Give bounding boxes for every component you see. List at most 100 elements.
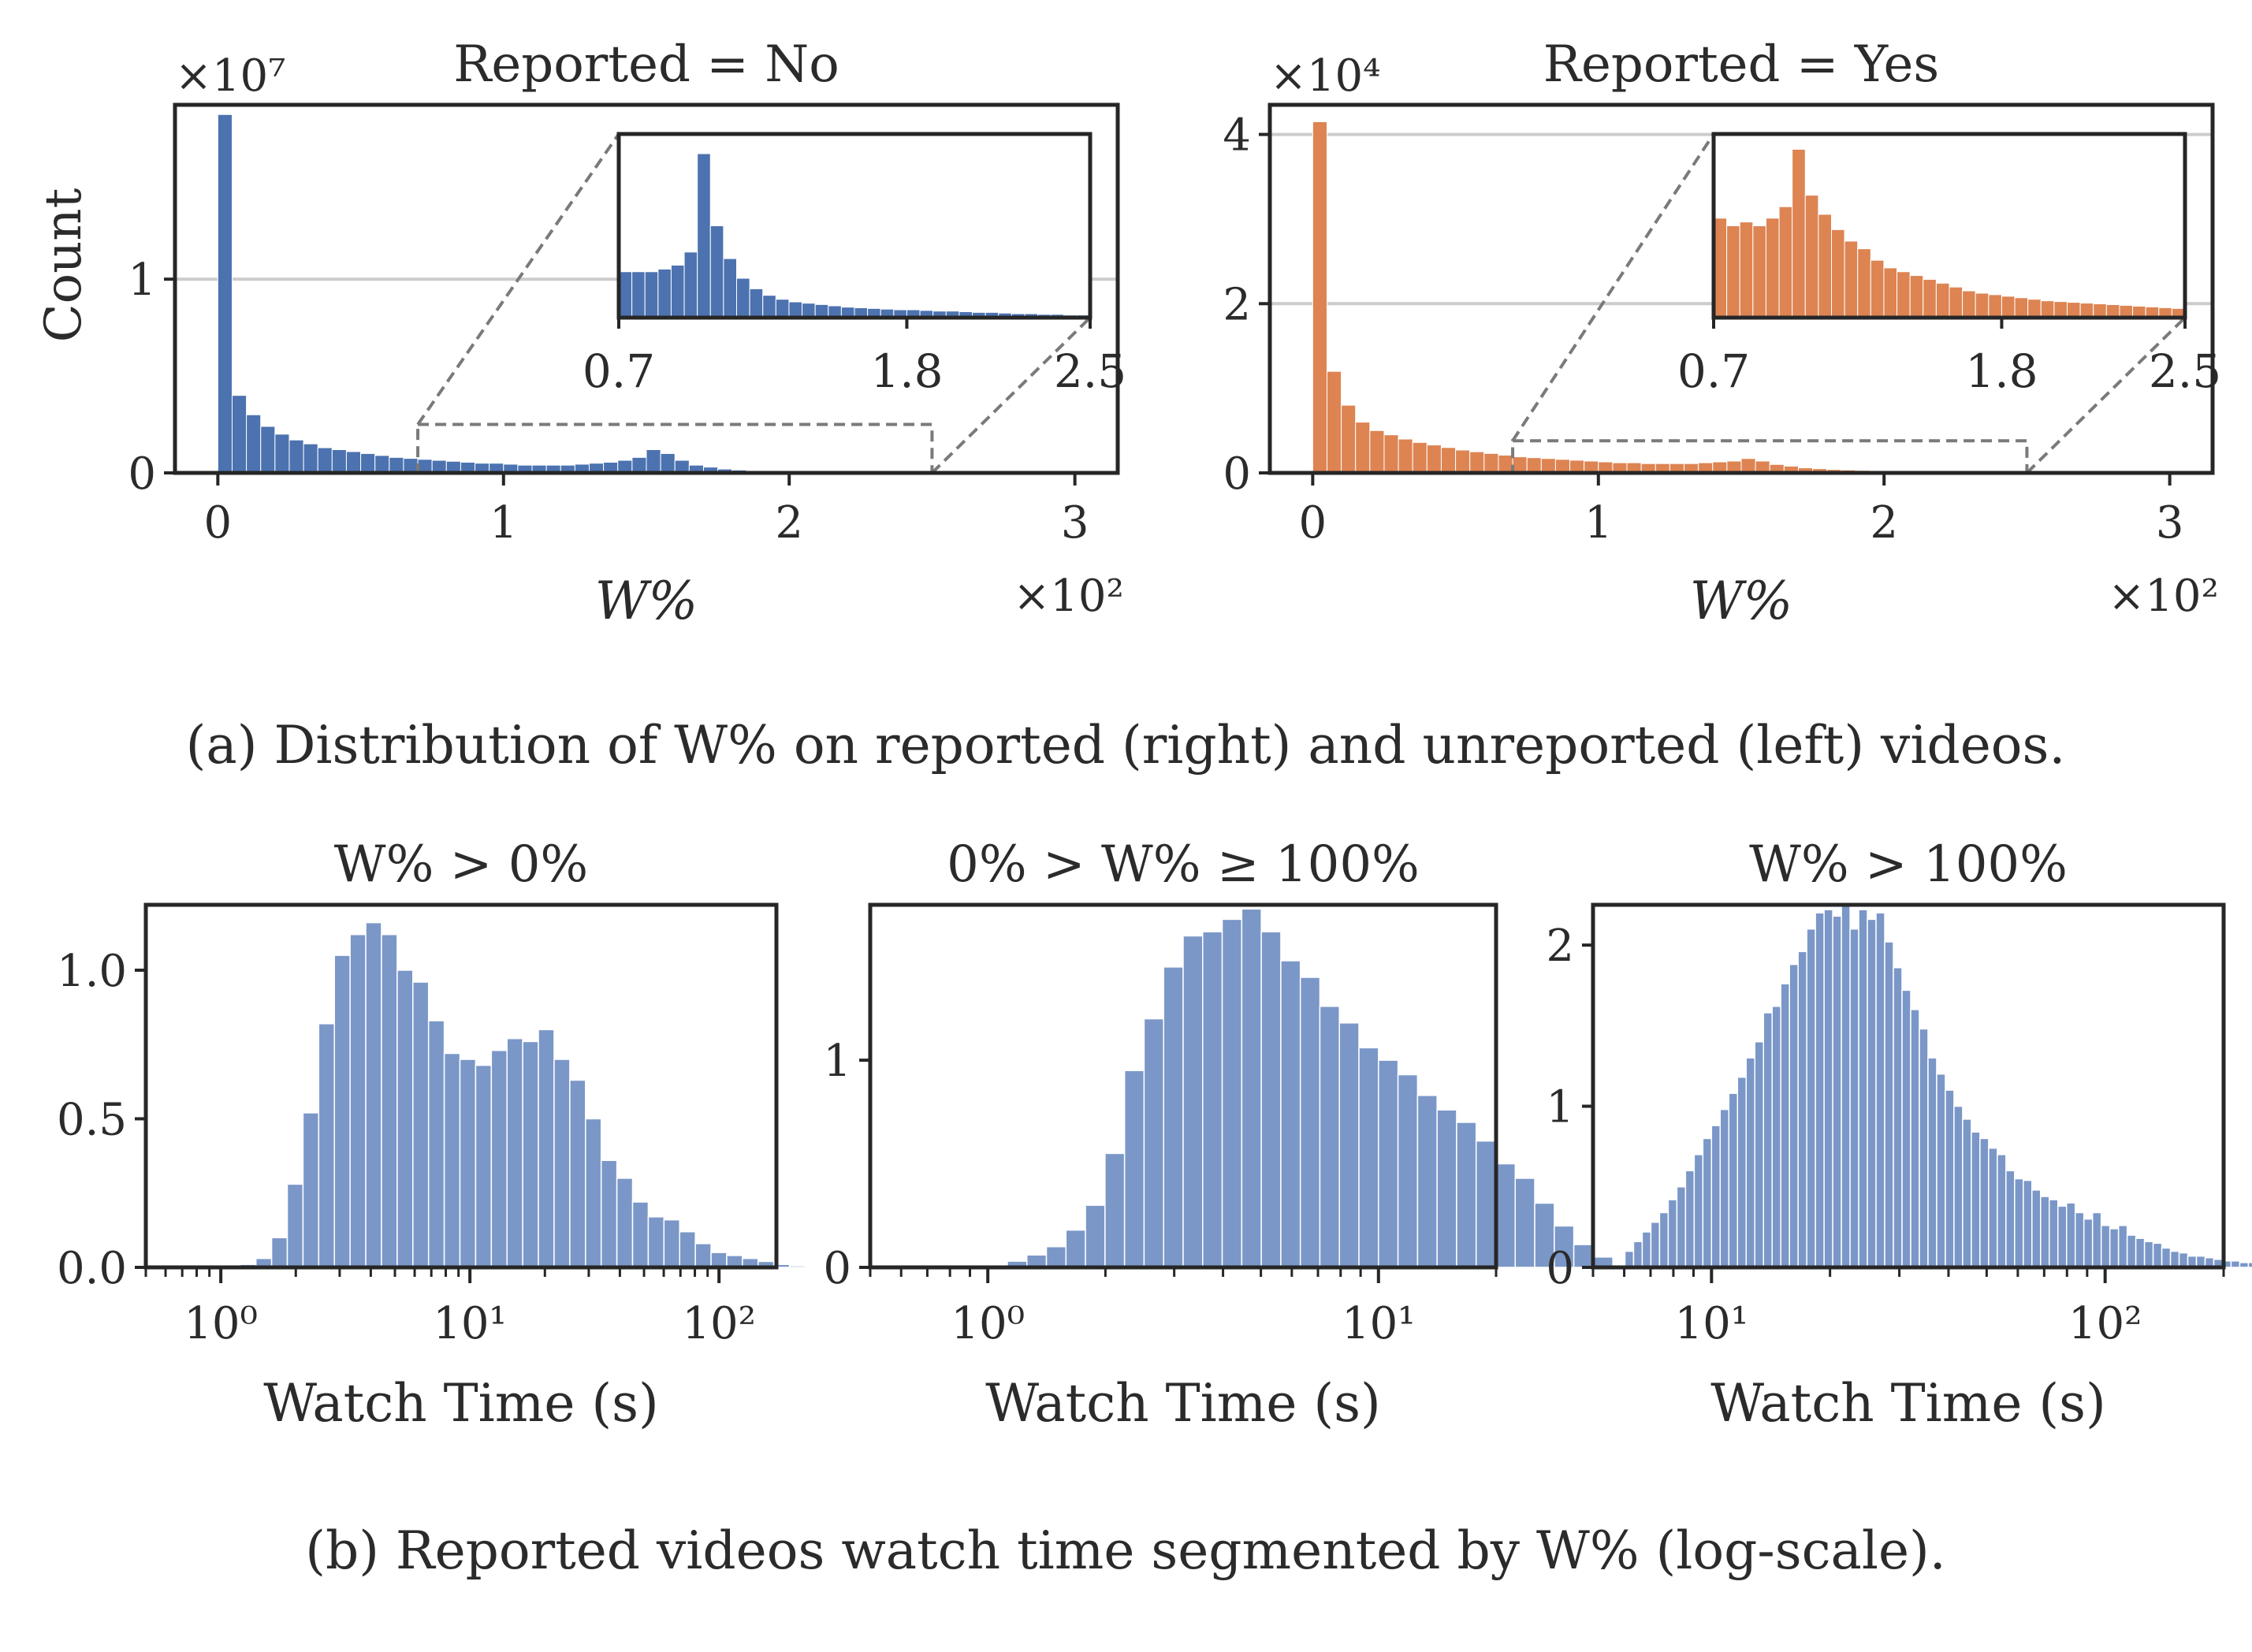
bar	[1841, 904, 1851, 1268]
y-tick-label: 0.5	[57, 1094, 127, 1145]
bar	[217, 113, 233, 474]
inset-bar	[2053, 301, 2068, 318]
bar	[1143, 1018, 1164, 1268]
bar	[1997, 1154, 2007, 1268]
bar	[1979, 1137, 1990, 1268]
bar	[1483, 452, 1499, 474]
bar	[1910, 1009, 1920, 1268]
bars-seg2	[987, 908, 1614, 1268]
bar	[663, 1219, 680, 1268]
bar	[1312, 121, 1327, 474]
bar	[1475, 1140, 1497, 1268]
bar	[1355, 422, 1371, 474]
x-tick-label: 10²	[682, 1298, 756, 1349]
bar	[1719, 1108, 1730, 1268]
bar	[2023, 1179, 2033, 1268]
bars-yes	[1312, 121, 2099, 474]
zoom-connector-left	[416, 132, 620, 426]
x-tick-label: 3	[2156, 497, 2184, 549]
inset-bar	[1844, 240, 1859, 318]
bar	[1383, 434, 1399, 474]
inset-bar	[2027, 299, 2042, 318]
bar	[389, 456, 404, 474]
y-tick-label: 1	[823, 1036, 851, 1087]
bar	[403, 458, 419, 474]
inset-bar	[802, 303, 816, 318]
inset-tick-label: 0.7	[1677, 344, 1750, 398]
inset-bar	[697, 153, 711, 318]
bar	[396, 969, 414, 1268]
bar	[1412, 441, 1428, 474]
x-axis-label: W%	[595, 571, 698, 631]
bar	[1641, 1231, 1652, 1268]
plot-frame	[1591, 902, 2226, 1270]
bar	[1397, 1073, 1419, 1268]
bar	[1436, 1109, 1457, 1268]
inset-bar	[1857, 248, 1871, 318]
bar	[710, 1252, 728, 1268]
bar	[2135, 1237, 2146, 1268]
bar	[1849, 928, 1859, 1268]
x-tick-label: 1	[489, 497, 518, 549]
bars-seg3	[1624, 904, 2252, 1268]
bar	[1123, 1070, 1145, 1268]
bar	[2169, 1250, 2180, 1268]
bar	[1378, 1059, 1399, 1268]
bar	[2065, 1202, 2076, 1268]
y-tick-label: 4	[1223, 110, 1251, 162]
bar	[1326, 370, 1342, 474]
x-axis-label: W%	[1690, 571, 1793, 631]
chart-title: W% > 100%	[1749, 835, 2068, 894]
bar	[2100, 1225, 2111, 1268]
y-tick-label: 2	[1546, 921, 1574, 972]
bar	[1676, 1186, 1687, 1268]
bar	[246, 414, 262, 474]
inset-bar	[1778, 206, 1793, 318]
bar	[231, 395, 248, 474]
bar	[538, 1029, 555, 1268]
bar	[1893, 966, 1903, 1268]
bar	[2049, 1199, 2059, 1268]
y-multiplier: ×10⁷	[175, 50, 286, 102]
bar	[1867, 918, 1877, 1268]
bar	[2143, 1241, 2154, 1268]
inset-bars	[618, 153, 1091, 318]
bar	[1456, 1122, 1477, 1268]
y-tick-label: 0	[1546, 1243, 1574, 1294]
x-tick-label: 10¹	[1674, 1298, 1748, 1349]
inset-bar	[1909, 275, 1924, 318]
bar	[459, 1059, 477, 1268]
inset-bar	[1935, 282, 1950, 318]
bar	[1780, 983, 1790, 1268]
y-tick-label: 2	[1223, 279, 1251, 330]
inset-bar	[1765, 218, 1780, 318]
bar	[1540, 458, 1556, 474]
inset-bar	[1975, 292, 1990, 318]
chart-seg3: 0 1 2 10¹ 10² W% > 100% Watch Time (s)	[1546, 835, 2252, 1434]
bar	[616, 1178, 634, 1268]
inset-tick-label: 1.8	[1965, 344, 2038, 398]
x-tick-label: 10⁰	[951, 1298, 1025, 1349]
bar	[694, 1243, 712, 1268]
bar	[1710, 1125, 1722, 1268]
y-tick-label: 0	[128, 448, 156, 500]
chart-seg2: 0 1 10⁰ 10¹ 0% > W% ≥ 100% Watch Time (s)	[823, 835, 1614, 1434]
bar	[303, 443, 318, 474]
x-axis-label: Watch Time (s)	[1710, 1373, 2106, 1434]
bar	[2014, 1178, 2024, 1268]
bar	[288, 439, 304, 474]
bar	[1514, 1178, 1535, 1268]
inset-frame	[616, 132, 1092, 320]
chart-title: W% > 0%	[334, 835, 588, 894]
bar	[1358, 1047, 1379, 1268]
bar	[331, 449, 347, 474]
inset-bar	[2014, 297, 2029, 318]
x-tick-label: 10⁰	[184, 1298, 258, 1349]
bar	[646, 449, 661, 474]
bar	[1398, 438, 1413, 474]
bar	[522, 1040, 539, 1268]
bar	[2074, 1211, 2085, 1268]
bar	[1299, 977, 1321, 1268]
x-tick-label: 0	[1299, 497, 1327, 549]
bars-no	[217, 113, 1004, 474]
